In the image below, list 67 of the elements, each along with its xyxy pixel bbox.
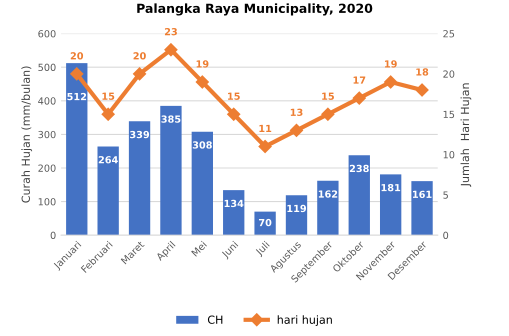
bar — [192, 132, 213, 236]
y-tick-label: 0 — [50, 232, 56, 240]
point — [70, 67, 84, 81]
y2-tick-label: 10 — [444, 151, 454, 158]
data-label: 18 — [416, 68, 428, 76]
data-label: 15 — [228, 92, 240, 100]
x-tick-label: Mei — [190, 240, 208, 257]
point — [384, 75, 398, 89]
bar — [66, 63, 88, 236]
data-label: 162 — [318, 190, 338, 198]
data-label: 11 — [259, 124, 272, 132]
y-tick-label: 600 — [38, 30, 56, 38]
bar — [160, 106, 182, 236]
data-label: 134 — [224, 200, 244, 208]
point — [321, 108, 334, 121]
data-label: 13 — [290, 108, 302, 116]
bar — [317, 180, 339, 236]
data-label: 161 — [412, 190, 432, 198]
point — [196, 75, 209, 89]
data-label: 264 — [98, 156, 118, 164]
data-label: 70 — [258, 218, 272, 226]
data-label: 17 — [354, 76, 366, 84]
data-label: 20 — [134, 52, 146, 60]
bar — [128, 121, 150, 236]
point — [258, 140, 272, 154]
point — [132, 67, 146, 81]
point — [227, 108, 240, 121]
data-label: 23 — [164, 28, 177, 36]
y-axis-title: Curah Hujan (mm/bulan) — [21, 66, 32, 203]
data-label: 339 — [130, 130, 150, 138]
legend-label: CH — [208, 315, 222, 324]
data-label: 512 — [67, 92, 86, 100]
data-label: 181 — [382, 184, 400, 192]
y-tick-label: 400 — [38, 97, 56, 105]
y2-tick-label: 5 — [443, 191, 448, 199]
bar — [254, 212, 276, 236]
data-label: 15 — [322, 92, 334, 100]
y-tick-label: 200 — [38, 164, 56, 172]
data-label: 385 — [161, 115, 180, 123]
legend-label: hari hujan — [278, 315, 332, 326]
bar — [380, 174, 402, 236]
y2-tick-label: 25 — [443, 30, 454, 38]
data-label: 119 — [287, 204, 306, 212]
bar — [286, 195, 308, 236]
point — [164, 43, 178, 56]
y2-axis-title: Jumlah Hari Hujan — [460, 83, 472, 187]
point — [352, 92, 366, 105]
y2-tick-label: 20 — [443, 70, 454, 78]
data-label: 308 — [192, 141, 212, 149]
data-label: 15 — [102, 92, 114, 100]
data-label: 19 — [384, 60, 397, 68]
point — [415, 83, 429, 97]
data-label: 20 — [70, 52, 84, 60]
bar — [97, 146, 119, 236]
point — [290, 124, 304, 137]
chart-title: Palangka Raya Municipality, 2020 — [137, 3, 372, 16]
y2-tick-label: 0 — [443, 232, 448, 240]
bar — [411, 181, 433, 236]
y-tick-label: 100 — [38, 198, 56, 206]
bar — [223, 190, 244, 236]
y-tick-label: 300 — [38, 130, 56, 138]
y-tick-label: 500 — [38, 64, 56, 72]
point — [102, 108, 115, 121]
bar — [348, 155, 370, 236]
y2-tick-label: 15 — [444, 110, 454, 118]
data-label: 238 — [350, 164, 369, 172]
data-label: 19 — [196, 60, 208, 68]
